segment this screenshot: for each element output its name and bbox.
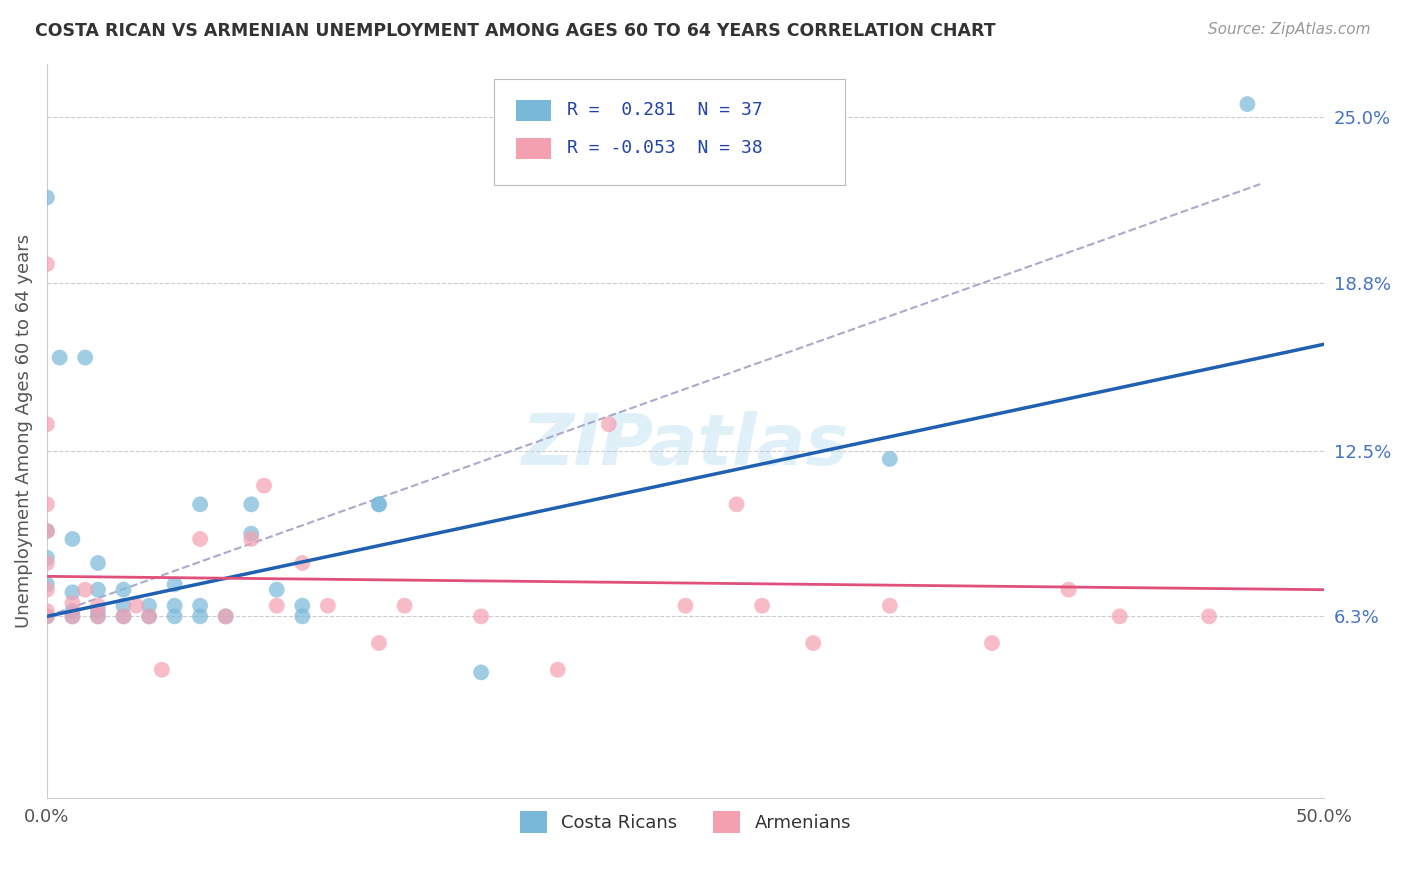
Point xyxy=(62,532,84,546)
Point xyxy=(138,599,160,613)
Point xyxy=(35,582,58,597)
Point xyxy=(150,663,173,677)
Point xyxy=(291,609,314,624)
Point xyxy=(879,599,901,613)
Point xyxy=(188,609,211,624)
Point xyxy=(48,351,70,365)
Point xyxy=(62,609,84,624)
Point xyxy=(62,585,84,599)
Point xyxy=(125,599,148,613)
Point xyxy=(394,599,416,613)
Point xyxy=(879,452,901,467)
Point xyxy=(291,599,314,613)
Point xyxy=(163,609,186,624)
Point xyxy=(62,596,84,610)
Point xyxy=(215,609,238,624)
Point xyxy=(112,582,135,597)
Point xyxy=(35,550,58,565)
Point xyxy=(470,609,492,624)
Point xyxy=(35,609,58,624)
Point xyxy=(291,556,314,570)
Point xyxy=(87,604,110,618)
Point xyxy=(240,532,263,546)
Point xyxy=(188,532,211,546)
Point xyxy=(188,599,211,613)
Point xyxy=(368,497,391,511)
Point xyxy=(470,665,492,680)
Point xyxy=(138,609,160,624)
Point xyxy=(35,524,58,538)
Point xyxy=(112,599,135,613)
Point xyxy=(87,599,110,613)
Point xyxy=(35,417,58,432)
FancyBboxPatch shape xyxy=(516,138,551,159)
Point xyxy=(266,599,288,613)
Point xyxy=(751,599,773,613)
Point xyxy=(981,636,1004,650)
Point xyxy=(62,609,84,624)
Point xyxy=(87,609,110,624)
Text: COSTA RICAN VS ARMENIAN UNEMPLOYMENT AMONG AGES 60 TO 64 YEARS CORRELATION CHART: COSTA RICAN VS ARMENIAN UNEMPLOYMENT AMO… xyxy=(35,22,995,40)
Point xyxy=(725,497,748,511)
Point xyxy=(368,636,391,650)
Text: R =  0.281  N = 37: R = 0.281 N = 37 xyxy=(567,102,762,120)
Point xyxy=(163,577,186,591)
Point xyxy=(1236,97,1258,112)
Point xyxy=(35,257,58,271)
Point xyxy=(1108,609,1130,624)
Point xyxy=(1057,582,1080,597)
FancyBboxPatch shape xyxy=(516,100,551,120)
Point xyxy=(163,599,186,613)
Point xyxy=(253,478,276,492)
Point xyxy=(35,497,58,511)
Point xyxy=(35,556,58,570)
Text: ZIPatlas: ZIPatlas xyxy=(522,411,849,480)
Point xyxy=(112,609,135,624)
Point xyxy=(62,604,84,618)
Y-axis label: Unemployment Among Ages 60 to 64 years: Unemployment Among Ages 60 to 64 years xyxy=(15,234,32,628)
Point xyxy=(675,599,697,613)
Text: R = -0.053  N = 38: R = -0.053 N = 38 xyxy=(567,139,762,158)
Point xyxy=(87,556,110,570)
Point xyxy=(240,497,263,511)
Point xyxy=(35,577,58,591)
Point xyxy=(35,524,58,538)
Legend: Costa Ricans, Armenians: Costa Ricans, Armenians xyxy=(512,804,859,840)
Point xyxy=(598,417,620,432)
Point xyxy=(138,609,160,624)
Point xyxy=(1198,609,1220,624)
Point xyxy=(188,497,211,511)
Point xyxy=(266,582,288,597)
Point xyxy=(547,663,569,677)
Point xyxy=(87,609,110,624)
Point xyxy=(316,599,339,613)
Point xyxy=(215,609,238,624)
Point xyxy=(35,609,58,624)
Point xyxy=(112,609,135,624)
Point xyxy=(35,604,58,618)
Point xyxy=(240,526,263,541)
Point xyxy=(368,497,391,511)
Text: Source: ZipAtlas.com: Source: ZipAtlas.com xyxy=(1208,22,1371,37)
Point xyxy=(87,582,110,597)
Point xyxy=(801,636,824,650)
Point xyxy=(75,582,97,597)
FancyBboxPatch shape xyxy=(494,78,845,186)
Point xyxy=(75,351,97,365)
Point xyxy=(35,190,58,204)
